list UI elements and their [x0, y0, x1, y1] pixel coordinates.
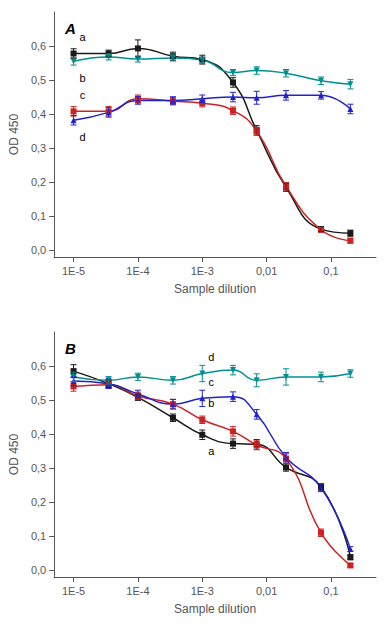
svg-text:Sample dilution: Sample dilution: [174, 602, 256, 616]
svg-text:Sample dilution: Sample dilution: [174, 282, 256, 296]
svg-text:1E-3: 1E-3: [191, 265, 214, 277]
svg-text:0,6: 0,6: [31, 40, 46, 52]
svg-text:c: c: [209, 376, 215, 388]
svg-text:0,2: 0,2: [31, 496, 46, 508]
svg-text:a: a: [208, 445, 215, 457]
svg-text:1E-5: 1E-5: [62, 585, 85, 597]
svg-text:0,1: 0,1: [31, 210, 46, 222]
svg-text:0,01: 0,01: [256, 585, 277, 597]
svg-text:c: c: [80, 89, 86, 101]
svg-text:B: B: [65, 340, 76, 357]
svg-text:1E-4: 1E-4: [126, 585, 149, 597]
svg-text:b: b: [80, 72, 86, 84]
svg-text:0,0: 0,0: [31, 244, 46, 256]
svg-text:b: b: [208, 397, 214, 409]
svg-text:0,3: 0,3: [31, 142, 46, 154]
svg-text:0,1: 0,1: [31, 530, 46, 542]
svg-text:0,1: 0,1: [323, 265, 338, 277]
svg-text:0,4: 0,4: [31, 108, 46, 120]
svg-text:a: a: [80, 31, 87, 43]
svg-text:0,1: 0,1: [323, 585, 338, 597]
svg-text:0,01: 0,01: [256, 265, 277, 277]
svg-text:0,5: 0,5: [31, 394, 46, 406]
svg-text:A: A: [64, 20, 76, 37]
svg-text:OD 450: OD 450: [7, 433, 21, 475]
svg-text:1E-3: 1E-3: [191, 585, 214, 597]
svg-text:d: d: [80, 131, 86, 143]
svg-text:0,4: 0,4: [31, 428, 46, 440]
svg-text:0,0: 0,0: [31, 564, 46, 576]
svg-text:0,3: 0,3: [31, 462, 46, 474]
svg-text:1E-4: 1E-4: [126, 265, 149, 277]
svg-text:0,5: 0,5: [31, 74, 46, 86]
svg-text:d: d: [208, 351, 214, 363]
svg-text:0,6: 0,6: [31, 360, 46, 372]
svg-text:1E-5: 1E-5: [62, 265, 85, 277]
svg-text:OD 450: OD 450: [7, 113, 21, 155]
svg-text:0,2: 0,2: [31, 176, 46, 188]
